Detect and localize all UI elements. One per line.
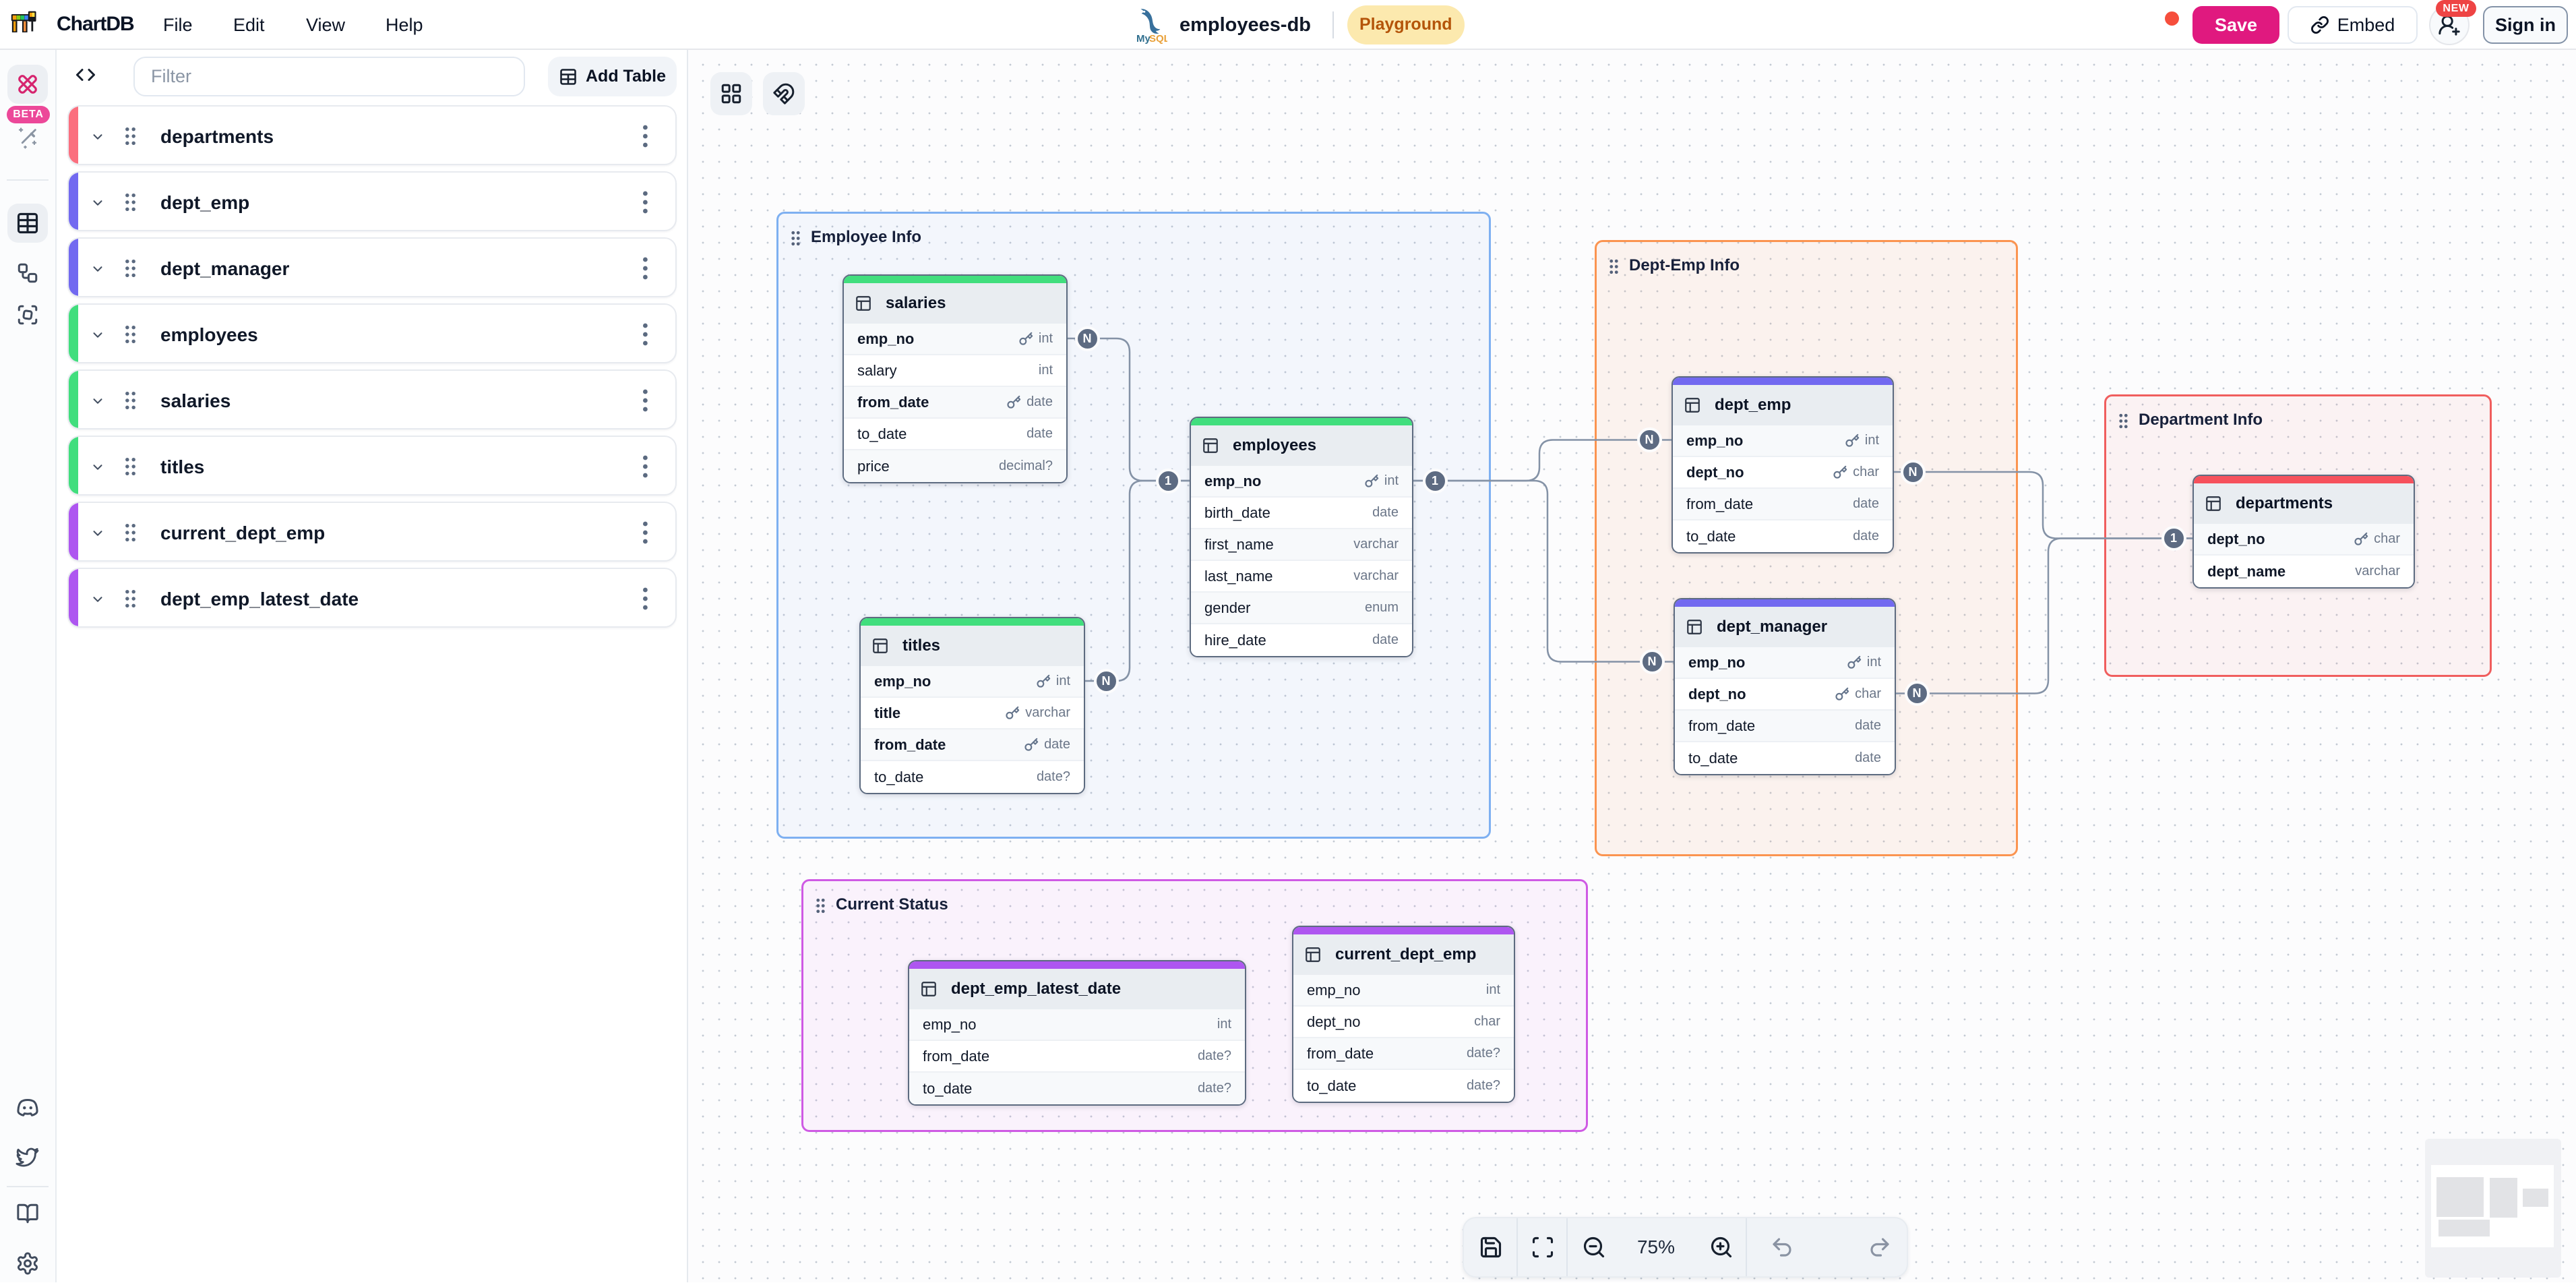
svg-text:My: My [1136,33,1151,44]
svg-text:SQL: SQL [1149,33,1167,44]
